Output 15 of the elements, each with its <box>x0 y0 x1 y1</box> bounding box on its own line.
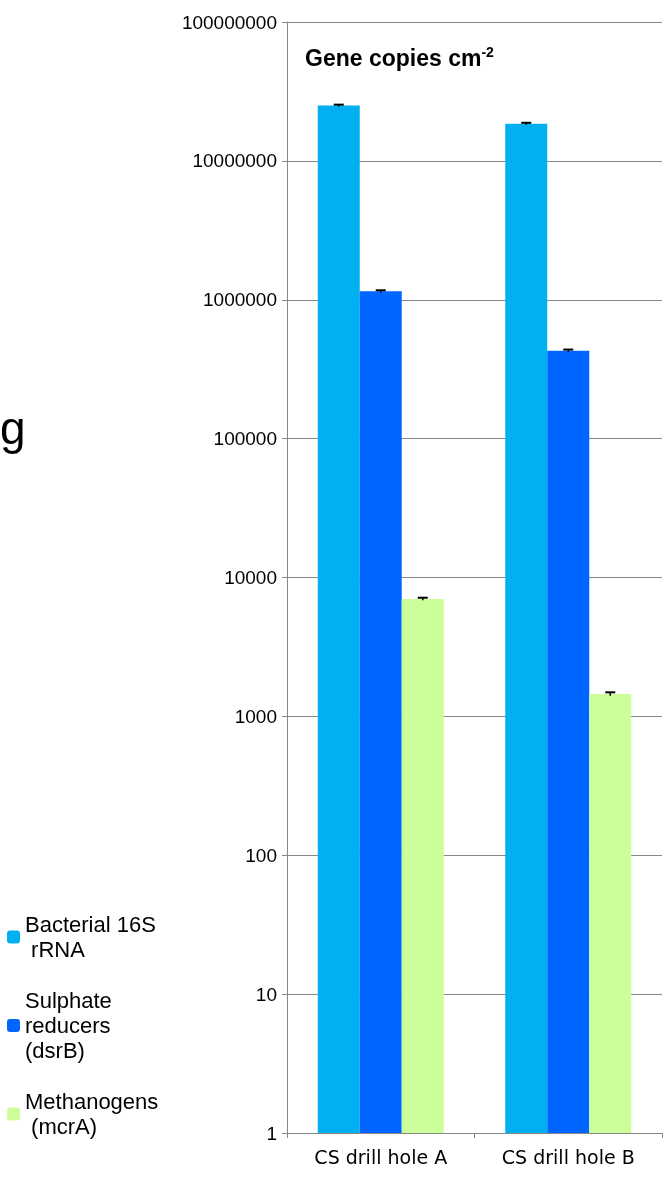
legend-label: Bacterial 16S rRNA <box>25 912 156 962</box>
y-tick-label: 10 <box>255 983 277 1005</box>
x-tick-label: CS drill hole B <box>501 1145 635 1168</box>
text: g <box>0 402 26 454</box>
y-tick-label: 100000000 <box>181 11 277 33</box>
y-tick-label: 100000 <box>213 428 277 450</box>
y-tick-label: 10000000 <box>192 150 277 172</box>
legend-label: Methanogens (mcrA) <box>25 1089 159 1139</box>
y-tick-label: 1000 <box>234 705 277 727</box>
y-tick-label: 10000 <box>224 567 277 588</box>
y-tick-label: 100 <box>245 844 277 866</box>
x-tick-label: CS drill hole A <box>314 1145 448 1168</box>
y-tick-label: 1 <box>266 1122 277 1144</box>
legend-label: Sulphate reducers (dsrB) <box>25 988 118 1063</box>
y-tick-label: 1000000 <box>203 289 277 311</box>
